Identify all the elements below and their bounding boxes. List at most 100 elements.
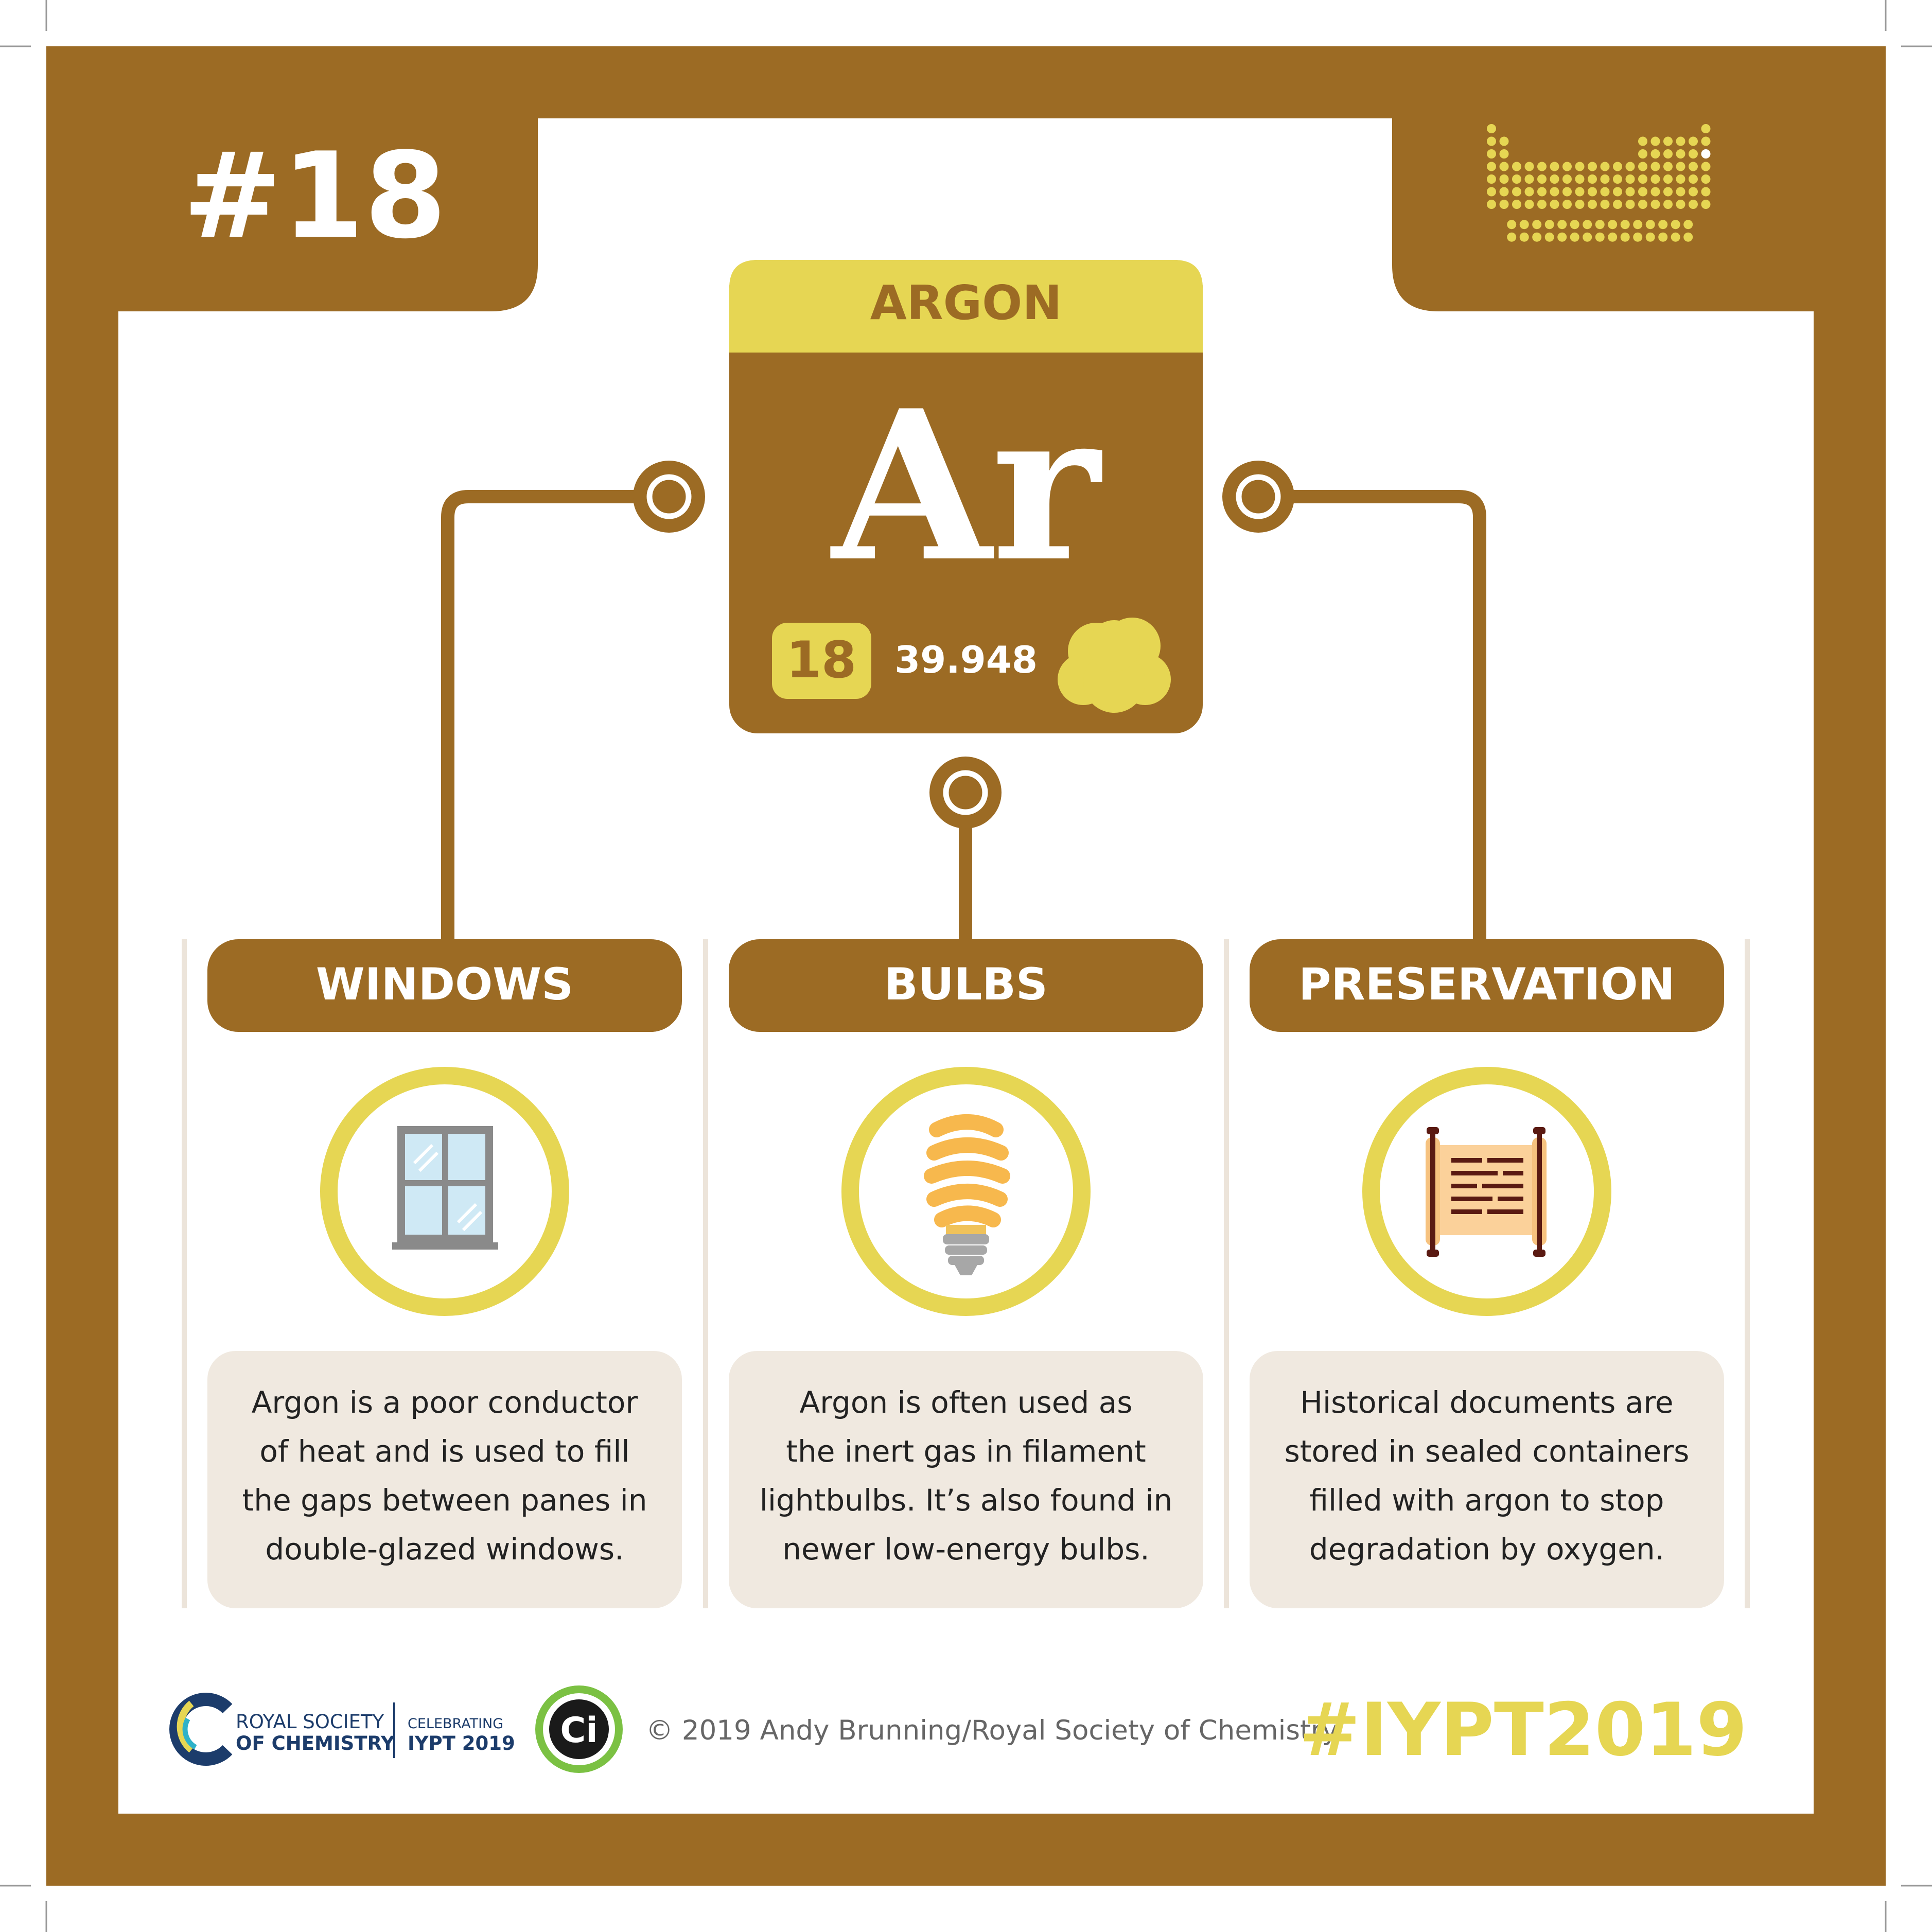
periodic-dot [1519, 232, 1529, 242]
window-icon [392, 1126, 498, 1250]
periodic-dot [1588, 200, 1597, 209]
periodic-dot [1701, 136, 1711, 146]
periodic-dot [1683, 232, 1693, 242]
periodic-dot [1499, 174, 1509, 184]
periodic-dot [1650, 187, 1660, 197]
description-box [729, 1351, 1203, 1608]
atomic-number-badge [772, 623, 871, 699]
periodic-dot [1487, 200, 1496, 209]
periodic-dot [1583, 232, 1592, 242]
periodic-dot [1613, 187, 1622, 197]
periodic-dot [1625, 187, 1635, 197]
periodic-dot [1562, 200, 1572, 209]
periodic-dot [1676, 149, 1685, 159]
footer-divider [393, 1702, 395, 1758]
periodic-dot [1512, 174, 1521, 184]
description-line: lightbulbs. It’s also found in [760, 1483, 1172, 1518]
periodic-dot [1701, 187, 1711, 197]
periodic-dot [1575, 200, 1585, 209]
description-line: the gaps between panes in [242, 1483, 647, 1518]
periodic-dot [1671, 220, 1680, 230]
description-line: Argon is often used as [800, 1385, 1133, 1420]
ci-logo-text: Ci [560, 1710, 598, 1751]
periodic-dot [1487, 187, 1496, 197]
description-box [1250, 1351, 1724, 1608]
periodic-dot [1625, 200, 1635, 209]
periodic-dot [1499, 136, 1509, 146]
periodic-dot [1600, 174, 1610, 184]
periodic-dot [1613, 162, 1622, 171]
periodic-dot [1507, 232, 1517, 242]
periodic-dot [1676, 200, 1685, 209]
rsc-name-line1: ROYAL SOCIETY [236, 1711, 384, 1733]
periodic-dot [1658, 232, 1668, 242]
hashtag: #IYPT2019 [1299, 1688, 1747, 1772]
periodic-dot [1595, 232, 1605, 242]
iypt-line1: CELEBRATING [408, 1716, 503, 1732]
lightbulb-icon [924, 1114, 1010, 1275]
description-line: Historical documents are [1300, 1385, 1673, 1420]
periodic-dot [1638, 149, 1647, 159]
periodic-dot [1499, 162, 1509, 171]
periodic-dot [1524, 174, 1534, 184]
periodic-dot [1512, 162, 1521, 171]
periodic-dot [1562, 162, 1572, 171]
atomic-number: 18 [786, 631, 856, 690]
copyright: © 2019 Andy Brunning/Royal Society of Ch… [646, 1715, 1338, 1746]
periodic-dot [1550, 187, 1559, 197]
description-line: filled with argon to stop [1310, 1483, 1664, 1518]
periodic-dot [1663, 187, 1673, 197]
ci-logo-icon: Ci [535, 1685, 623, 1773]
description-line: stored in sealed containers [1285, 1434, 1690, 1469]
periodic-dot [1537, 200, 1547, 209]
iypt-line2: IYPT 2019 [408, 1732, 515, 1754]
periodic-dot [1650, 149, 1660, 159]
periodic-dot [1537, 162, 1547, 171]
rsc-logo-icon [169, 1693, 233, 1766]
periodic-dot [1638, 200, 1647, 209]
periodic-dot [1608, 232, 1618, 242]
periodic-dot [1683, 220, 1693, 230]
periodic-dot [1524, 187, 1534, 197]
periodic-dot [1499, 187, 1509, 197]
periodic-dot [1507, 220, 1517, 230]
periodic-dot [1512, 200, 1521, 209]
periodic-dot [1550, 162, 1559, 171]
periodic-dot [1600, 187, 1610, 197]
periodic-dot [1562, 174, 1572, 184]
periodic-dot [1499, 149, 1509, 159]
periodic-dot [1499, 200, 1509, 209]
description-line: of heat and is used to fill [259, 1434, 629, 1469]
description-line: newer low-energy bulbs. [782, 1532, 1150, 1567]
periodic-dot [1663, 174, 1673, 184]
periodic-dot [1701, 124, 1711, 133]
periodic-dot [1645, 220, 1655, 230]
periodic-dot [1650, 162, 1660, 171]
description-line: double-glazed windows. [265, 1532, 624, 1567]
periodic-dot [1658, 220, 1668, 230]
periodic-dot [1689, 200, 1698, 209]
periodic-dot [1608, 220, 1618, 230]
gas-cloud-icon [1058, 618, 1171, 713]
periodic-dot [1487, 124, 1496, 133]
periodic-dot [1575, 187, 1585, 197]
description-line: the inert gas in filament [786, 1434, 1146, 1469]
periodic-dot [1532, 232, 1542, 242]
periodic-dot [1663, 149, 1673, 159]
description-line: degradation by oxygen. [1309, 1532, 1664, 1567]
description-box [207, 1351, 682, 1608]
periodic-dot [1537, 174, 1547, 184]
periodic-dot [1562, 187, 1572, 197]
periodic-dot [1701, 149, 1711, 159]
rsc-name-line2: OF CHEMISTRY [236, 1732, 395, 1754]
periodic-dot [1689, 174, 1698, 184]
periodic-dot [1519, 220, 1529, 230]
periodic-dot [1663, 200, 1673, 209]
description-line: Argon is a poor conductor [252, 1385, 638, 1420]
periodic-dot [1613, 174, 1622, 184]
periodic-dot [1676, 162, 1685, 171]
periodic-dot [1588, 162, 1597, 171]
periodic-dot [1671, 232, 1680, 242]
periodic-dot [1575, 162, 1585, 171]
